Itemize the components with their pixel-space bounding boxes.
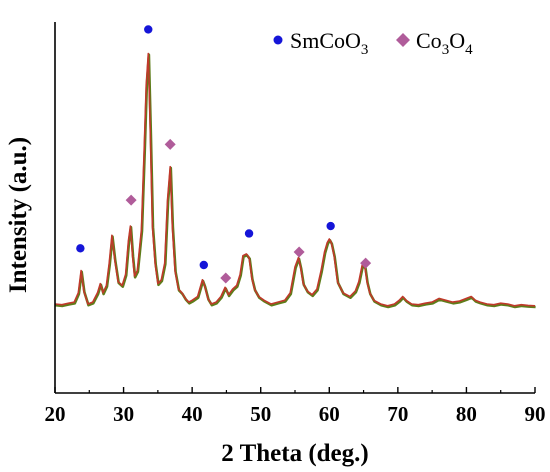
co3o4-peak-marker (360, 257, 372, 269)
legend-smcoo3-label: SmCoO3 (290, 28, 368, 58)
co3o4-peak-marker (220, 272, 232, 284)
curve-layer (54, 52, 536, 309)
smcoo3-peak-marker (76, 244, 85, 253)
x-tick-label: 90 (525, 402, 546, 426)
x-tick-label: 20 (45, 402, 66, 426)
y-axis-title: Intensity (a.u.) (5, 137, 32, 293)
x-tick-label: 60 (319, 402, 340, 426)
legend: SmCoO3 Co3O4 (273, 28, 473, 58)
xrd-pattern-line (54, 52, 536, 307)
x-tick-label: 80 (456, 402, 477, 426)
legend-co3o4-marker (396, 33, 410, 47)
co3o4-peak-marker (164, 138, 176, 150)
xrd-pattern-shadow (55, 53, 536, 309)
marker-layer (76, 25, 372, 284)
smcoo3-peak-marker (199, 260, 208, 270)
legend-smcoo3-marker (273, 35, 283, 45)
smcoo3-peak-marker (144, 25, 153, 34)
co3o4-peak-marker (125, 194, 137, 206)
legend-co3o4-label: Co3O4 (416, 28, 473, 58)
x-tick-label: 30 (113, 402, 134, 426)
smcoo3-peak-marker (326, 221, 335, 231)
x-ticks: 20 30 40 50 60 70 80 90 (45, 387, 546, 426)
co3o4-peak-marker (293, 246, 305, 258)
x-tick-label: 40 (182, 402, 203, 426)
x-tick-label: 50 (250, 402, 271, 426)
x-tick-label: 70 (387, 402, 408, 426)
smcoo3-peak-marker (244, 229, 254, 238)
x-axis-title: 2 Theta (deg.) (221, 440, 368, 467)
